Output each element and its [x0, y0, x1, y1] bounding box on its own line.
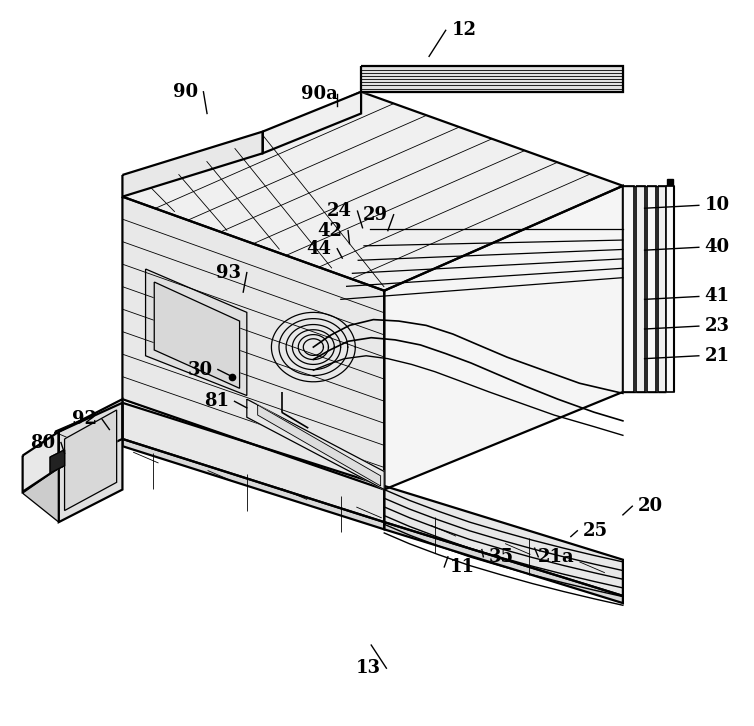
- Polygon shape: [247, 399, 385, 489]
- Text: 20: 20: [638, 497, 663, 515]
- Text: 80: 80: [30, 433, 56, 452]
- Polygon shape: [23, 432, 59, 492]
- Text: 23: 23: [704, 317, 729, 335]
- Polygon shape: [667, 186, 673, 392]
- Text: 90a: 90a: [301, 85, 338, 103]
- Polygon shape: [55, 439, 122, 475]
- Polygon shape: [59, 403, 122, 468]
- Polygon shape: [623, 186, 634, 392]
- Text: 42: 42: [317, 221, 342, 240]
- Polygon shape: [657, 186, 666, 392]
- Polygon shape: [23, 468, 59, 522]
- Text: 92: 92: [72, 410, 97, 428]
- Text: 13: 13: [356, 659, 381, 677]
- Polygon shape: [385, 186, 623, 489]
- Text: 44: 44: [307, 240, 332, 258]
- Polygon shape: [65, 410, 117, 510]
- Text: 35: 35: [489, 548, 514, 566]
- Polygon shape: [122, 131, 262, 197]
- Polygon shape: [385, 522, 623, 603]
- Text: 40: 40: [704, 238, 729, 256]
- Text: 24: 24: [327, 202, 352, 220]
- Polygon shape: [55, 403, 122, 468]
- Text: 41: 41: [704, 287, 729, 306]
- Text: 11: 11: [450, 558, 475, 576]
- Polygon shape: [648, 186, 656, 392]
- Text: 81: 81: [204, 392, 229, 410]
- Polygon shape: [262, 91, 361, 153]
- Text: 93: 93: [216, 264, 241, 282]
- Polygon shape: [155, 282, 240, 388]
- Polygon shape: [122, 439, 385, 529]
- Polygon shape: [59, 399, 122, 522]
- Text: 29: 29: [363, 205, 388, 224]
- Text: 12: 12: [452, 21, 477, 39]
- Polygon shape: [636, 186, 645, 392]
- Polygon shape: [146, 269, 247, 396]
- Text: 21: 21: [704, 347, 729, 364]
- Polygon shape: [122, 403, 385, 522]
- Text: 10: 10: [704, 196, 729, 214]
- Text: 90: 90: [173, 83, 198, 101]
- Text: 25: 25: [583, 522, 608, 540]
- Polygon shape: [122, 197, 385, 489]
- Polygon shape: [361, 67, 623, 91]
- Polygon shape: [50, 450, 65, 473]
- Polygon shape: [122, 91, 623, 290]
- Text: 21a: 21a: [538, 548, 575, 566]
- Polygon shape: [258, 405, 381, 486]
- Polygon shape: [385, 486, 623, 596]
- Text: 30: 30: [187, 361, 213, 378]
